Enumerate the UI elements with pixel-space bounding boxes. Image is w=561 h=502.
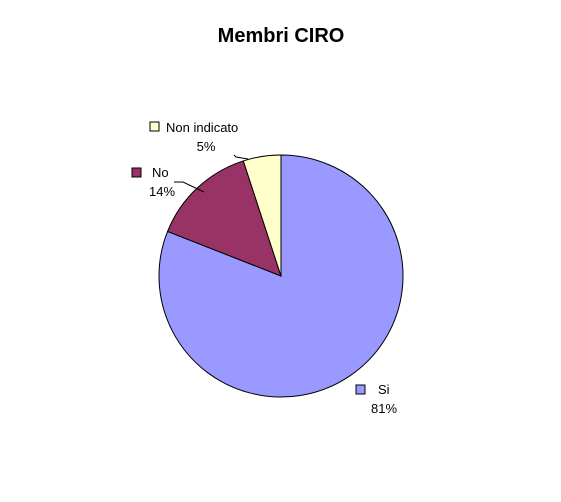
slice-label-si: Si (378, 382, 390, 397)
pie-slice-non-indicato (242, 154, 282, 277)
legend-swatch-no (131, 167, 142, 178)
legend-swatch-non-indicato (149, 121, 160, 132)
leader-line-no (174, 181, 205, 193)
slice-value-si: 81% (371, 401, 397, 416)
pie-labels: Si 81% No 14% Non indicato 5% (131, 120, 397, 416)
slice-label-no: No (152, 165, 169, 180)
slice-label-non-indicato: Non indicato (166, 120, 238, 135)
slice-value-non-indicato: 5% (197, 139, 216, 154)
legend-swatch-si (355, 384, 366, 395)
slice-value-no: 14% (149, 184, 175, 199)
chart-title: Membri CIRO (218, 25, 345, 47)
leader-line-non-indicato (233, 154, 249, 160)
pie-slices (158, 154, 404, 398)
